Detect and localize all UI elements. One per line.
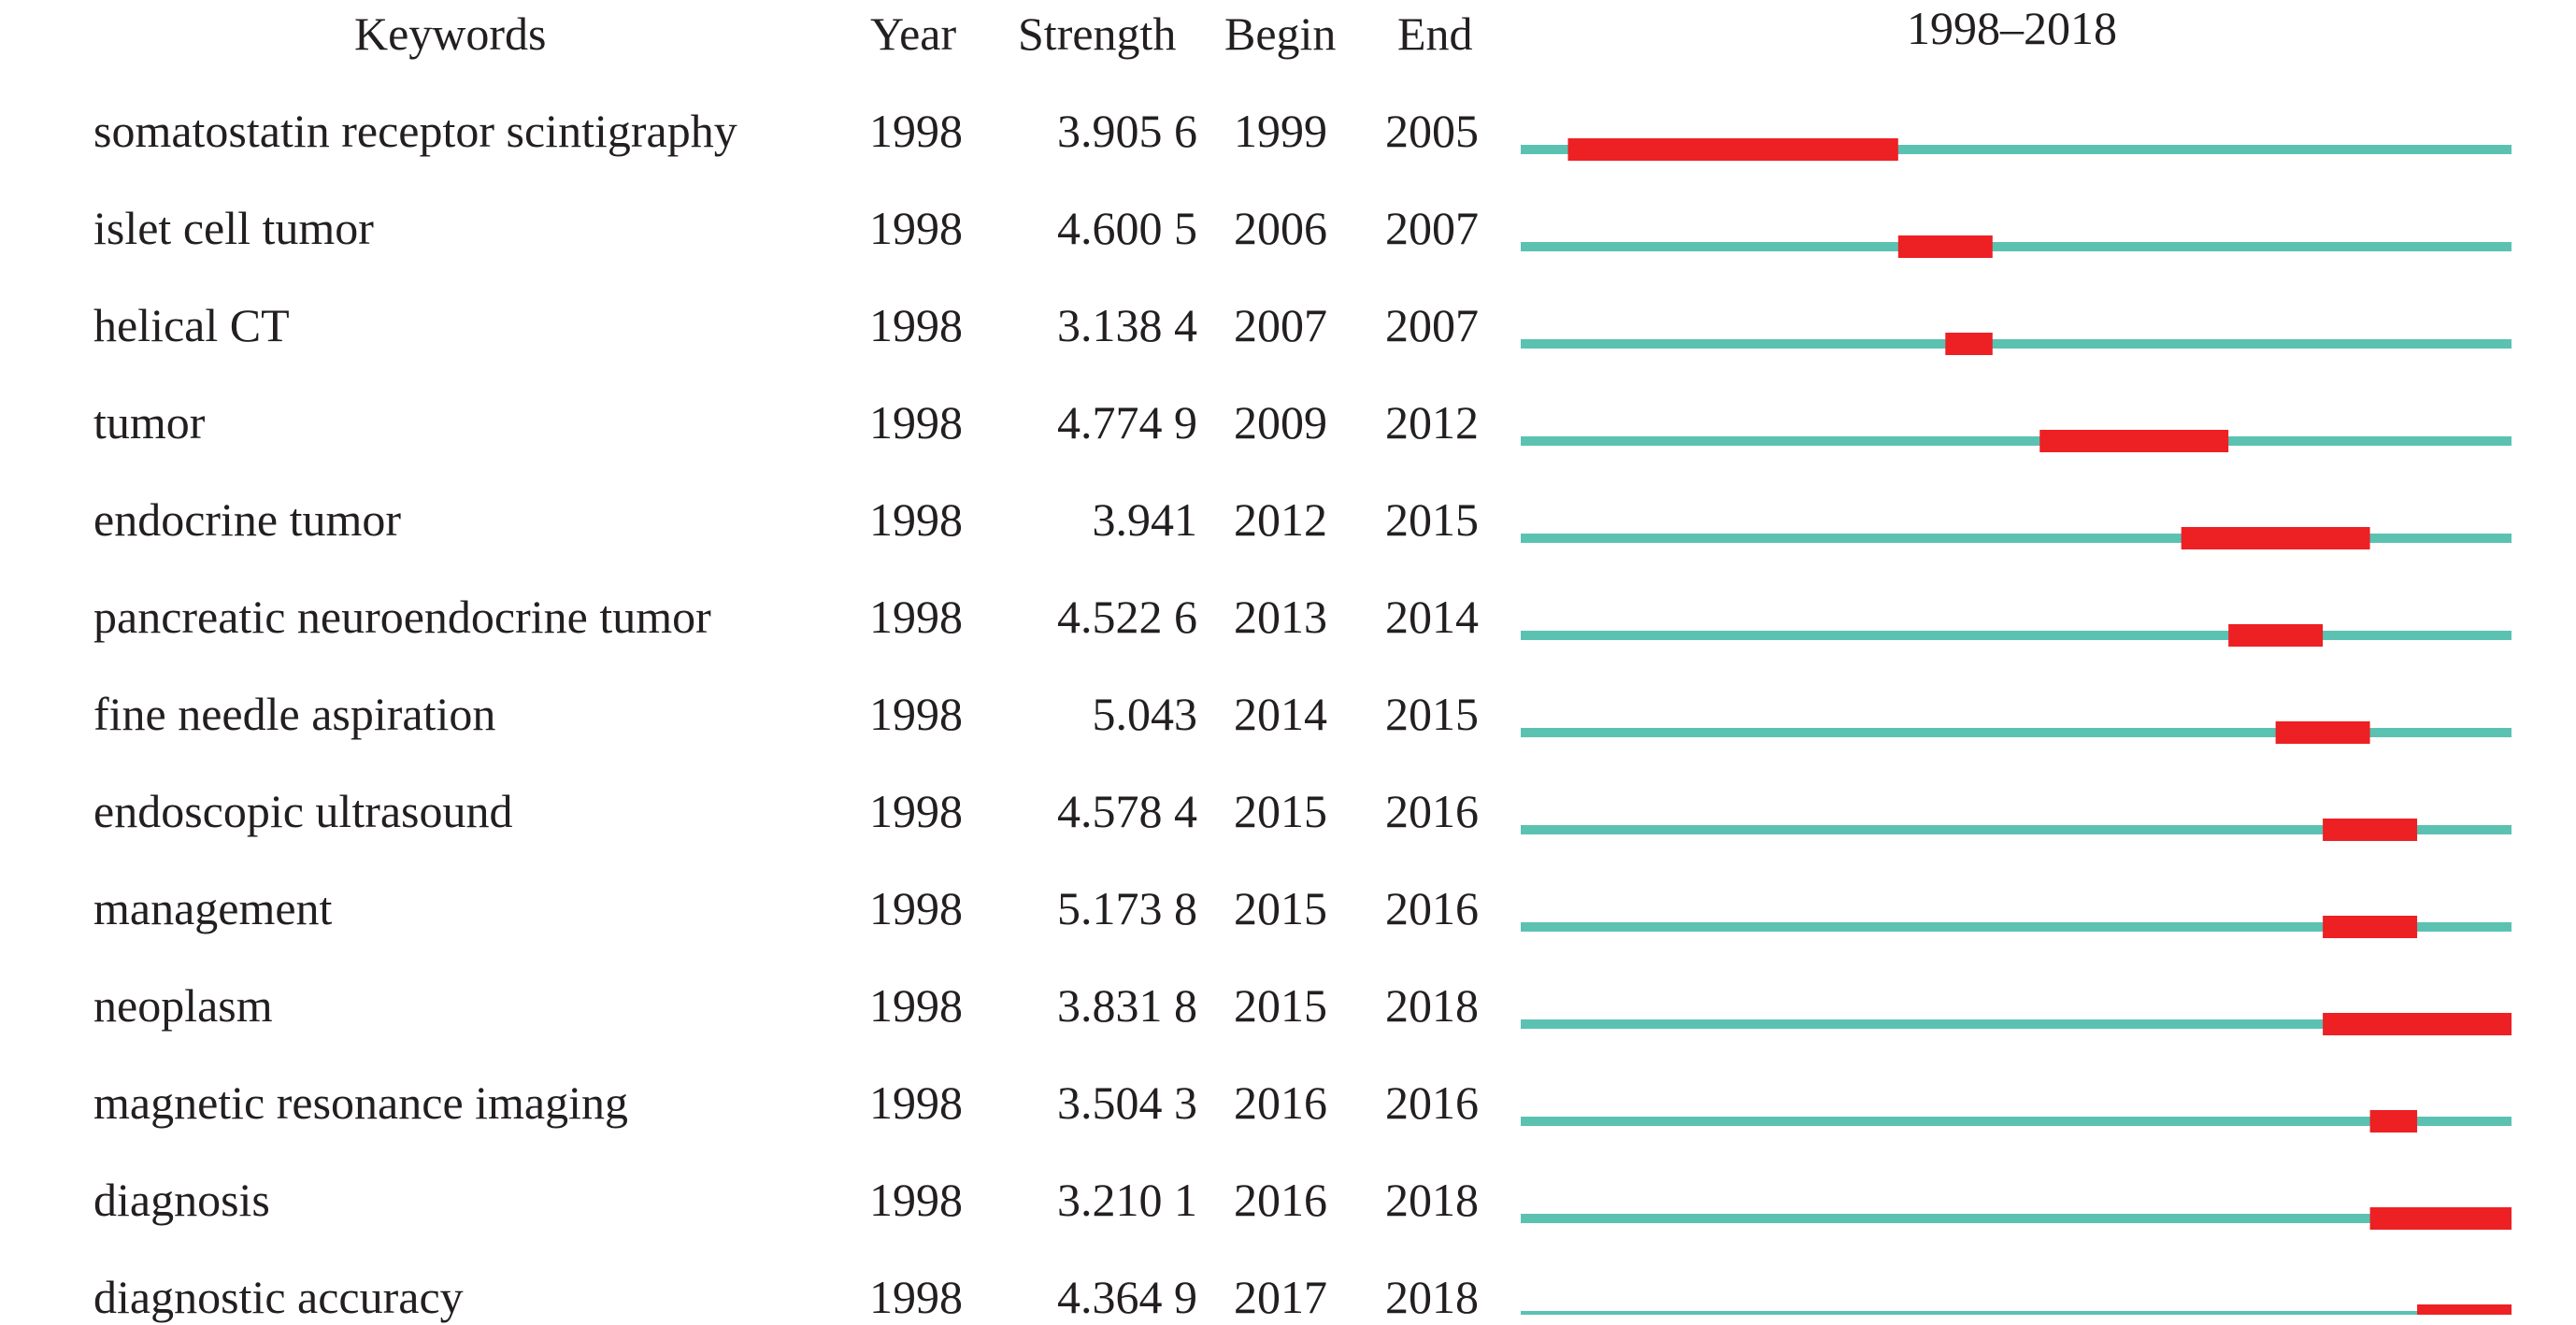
year-value: 1998 [869,688,963,740]
burst-bar [2228,624,2324,647]
strength-value: 5.043 [1092,688,1198,740]
begin-value: 2012 [1234,493,1327,546]
burst-bar [2323,916,2418,938]
keyword-label: fine needle aspiration [93,688,496,740]
timeline-baseline [1521,145,2512,154]
burst-bar [1897,235,1993,258]
end-value: 2018 [1385,1174,1479,1226]
begin-value: 2013 [1234,591,1327,643]
begin-value: 2009 [1234,396,1327,449]
strength-value: 3.831 8 [1057,979,1197,1032]
keyword-label: management [93,882,333,934]
burst-bar [2369,1207,2512,1230]
keyword-label: tumor [93,396,206,449]
timeline-baseline [1521,339,2512,349]
keyword-label: neoplasm [93,979,273,1032]
year-value: 1998 [869,299,963,351]
timeline-baseline [1521,534,2512,543]
year-value: 1998 [869,493,963,546]
end-value: 2015 [1385,688,1479,740]
strength-value: 4.774 9 [1057,396,1197,449]
burst-bar [1945,333,1993,355]
strength-value: 4.600 5 [1057,202,1197,254]
year-value: 1998 [869,979,963,1032]
burst-bar [2275,721,2370,744]
year-value: 1998 [869,105,963,157]
header-begin: Begin [1224,7,1337,60]
keyword-label: magnetic resonance imaging [93,1076,628,1129]
timeline-baseline [1521,728,2512,737]
header-year: Year [870,7,957,60]
keyword-label: somatostatin receptor scintigraphy [93,105,737,157]
begin-value: 2016 [1234,1076,1327,1129]
timeline-baseline [1521,1214,2512,1223]
end-value: 2016 [1385,785,1479,837]
begin-value: 2015 [1234,785,1327,837]
strength-value: 3.905 6 [1057,105,1197,157]
begin-value: 2016 [1234,1174,1327,1226]
burst-bar [2039,430,2229,452]
header-strength: Strength [1018,7,1177,60]
timeline-baseline [1521,1019,2512,1029]
year-value: 1998 [869,785,963,837]
timeline-baseline [1521,1117,2512,1126]
keyword-label: diagnosis [93,1174,270,1226]
year-value: 1998 [869,882,963,934]
burst-bar [2369,1110,2418,1133]
strength-value: 3.210 1 [1057,1174,1197,1226]
timeline-baseline [1521,1311,2512,1315]
burst-bar [2323,819,2418,841]
begin-value: 2015 [1234,979,1327,1032]
keyword-label: pancreatic neuroendocrine tumor [93,591,711,643]
end-value: 2014 [1385,591,1479,643]
timeline-baseline [1521,436,2512,446]
begin-value: 2006 [1234,202,1327,254]
burst-bar [2323,1013,2512,1035]
end-value: 2016 [1385,882,1479,934]
timeline-baseline [1521,922,2512,932]
end-value: 2015 [1385,493,1479,546]
end-value: 2016 [1385,1076,1479,1129]
year-value: 1998 [869,396,963,449]
end-value: 2018 [1385,979,1479,1032]
year-value: 1998 [869,1076,963,1129]
end-value: 2007 [1385,299,1479,351]
keyword-label: helical CT [93,299,290,351]
year-value: 1998 [869,202,963,254]
timeline-baseline [1521,242,2512,251]
year-value: 1998 [869,591,963,643]
burst-bar [2181,527,2370,549]
strength-value: 3.504 3 [1057,1076,1197,1129]
keyword-label: endocrine tumor [93,493,402,546]
strength-value: 4.522 6 [1057,591,1197,643]
header-end: End [1397,7,1473,60]
end-value: 2012 [1385,396,1479,449]
begin-value: 1999 [1234,105,1327,157]
year-value: 1998 [869,1174,963,1226]
header-keywords: Keywords [354,7,547,60]
header-range: 1998–2018 [1907,2,2117,54]
strength-value: 3.941 [1092,493,1198,546]
begin-value: 2015 [1234,882,1327,934]
begin-value: 2014 [1234,688,1327,740]
strength-value: 3.138 4 [1057,299,1197,351]
burst-bar [2417,1304,2512,1315]
end-value: 2005 [1385,105,1479,157]
end-value: 2007 [1385,202,1479,254]
keyword-label: islet cell tumor [93,202,374,254]
timeline-baseline [1521,825,2512,834]
burst-bar [1567,138,1898,161]
strength-value: 4.578 4 [1057,785,1197,837]
timeline-baseline [1521,631,2512,640]
keyword-label: endoscopic ultrasound [93,785,513,837]
strength-value: 5.173 8 [1057,882,1197,934]
begin-value: 2007 [1234,299,1327,351]
